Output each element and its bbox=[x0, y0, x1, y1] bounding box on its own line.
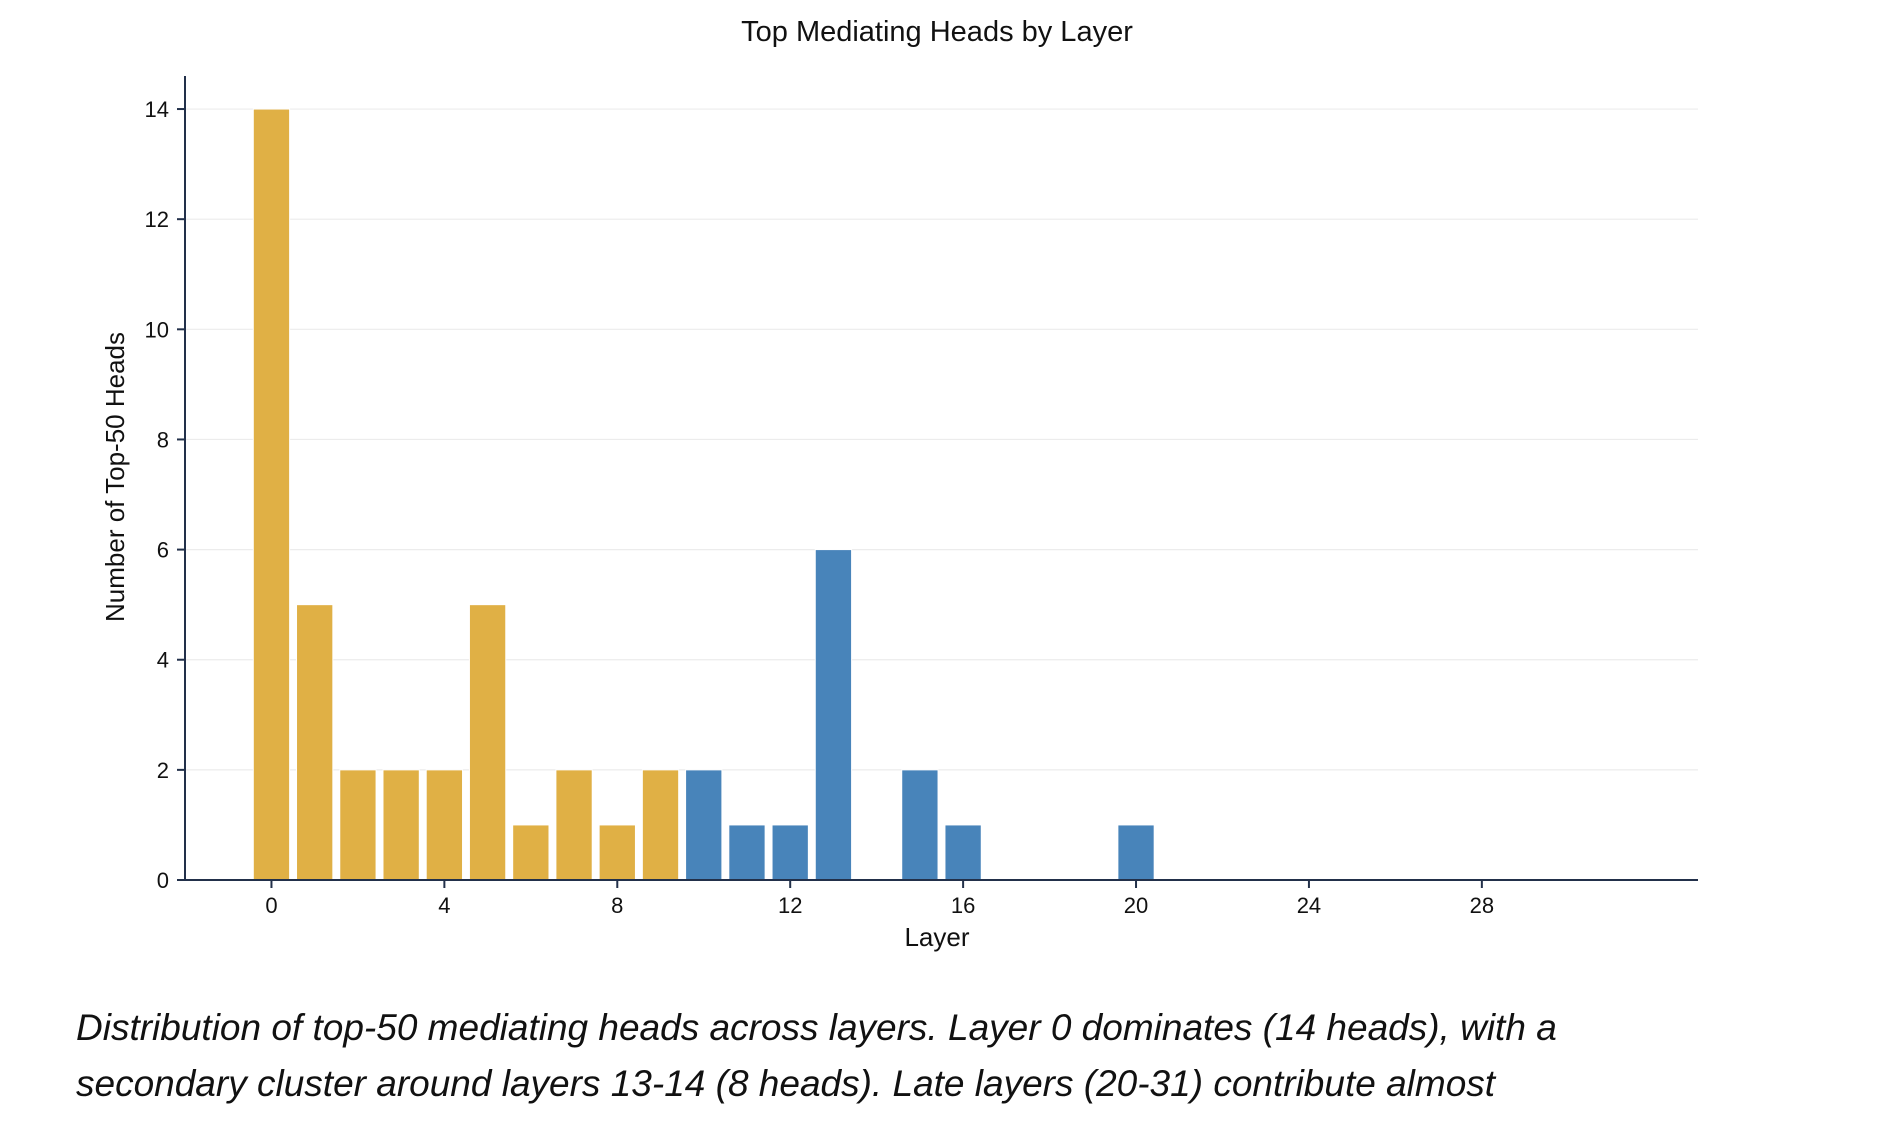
bar-layer-5 bbox=[468, 604, 507, 881]
gridlines bbox=[185, 108, 1698, 771]
bar-layer-12 bbox=[771, 824, 809, 881]
bar-layer-20 bbox=[1117, 824, 1155, 881]
y-tick-label-4: 4 bbox=[157, 648, 169, 673]
bar-layer-15 bbox=[901, 769, 939, 881]
bar-layer-8 bbox=[598, 824, 636, 881]
bar-layer-16 bbox=[944, 824, 982, 881]
bar-layer-3 bbox=[382, 769, 420, 881]
x-tick-label-28: 28 bbox=[1470, 893, 1494, 918]
caption-line-1: Distribution of top-50 mediating heads a… bbox=[76, 1007, 1557, 1048]
bar-layer-10 bbox=[685, 769, 723, 881]
bar-layer-0 bbox=[252, 108, 291, 881]
x-tick-label-24: 24 bbox=[1297, 893, 1321, 918]
bar-layer-1 bbox=[296, 604, 334, 881]
x-tick-label-12: 12 bbox=[778, 893, 802, 918]
y-tick-label-12: 12 bbox=[145, 207, 169, 232]
y-tick-label-6: 6 bbox=[157, 538, 169, 563]
y-tick-label-0: 0 bbox=[157, 868, 169, 893]
y-axis-label: Number of Top-50 Heads bbox=[100, 332, 130, 622]
y-ticks: 0 2 4 6 8 10 12 14 bbox=[145, 97, 185, 893]
bar-layer-2 bbox=[339, 769, 377, 881]
figure-caption: Distribution of top-50 mediating heads a… bbox=[76, 1000, 1776, 1112]
bar-layer-4 bbox=[425, 769, 464, 881]
chart-title: Top Mediating Heads by Layer bbox=[741, 16, 1133, 48]
bar-layer-13 bbox=[814, 549, 853, 881]
bar-layer-6 bbox=[512, 824, 550, 881]
bar-layer-11 bbox=[728, 824, 766, 881]
bars bbox=[252, 108, 1155, 881]
y-tick-label-10: 10 bbox=[145, 317, 169, 342]
bar-layer-7 bbox=[555, 769, 593, 881]
x-axis-label: Layer bbox=[904, 922, 969, 952]
bar-chart: Top Mediating Heads by Layer 02468101214… bbox=[100, 16, 1698, 952]
caption-line-2: secondary cluster around layers 13-14 (8… bbox=[76, 1063, 1496, 1104]
y-tick-label-8: 8 bbox=[157, 427, 169, 452]
y-tick-label-2: 2 bbox=[157, 758, 169, 783]
x-tick-label-20: 20 bbox=[1124, 893, 1148, 918]
y-tick-label-14: 14 bbox=[145, 97, 169, 122]
axes bbox=[184, 76, 1698, 881]
x-tick-label-16: 16 bbox=[951, 893, 975, 918]
bar-layer-9 bbox=[641, 769, 680, 881]
x-tick-label-4: 4 bbox=[438, 893, 450, 918]
x-ticks: 0 4 8 12 16 20 24 28 bbox=[265, 880, 1494, 918]
x-tick-label-0: 0 bbox=[265, 893, 277, 918]
x-tick-label-8: 8 bbox=[611, 893, 623, 918]
